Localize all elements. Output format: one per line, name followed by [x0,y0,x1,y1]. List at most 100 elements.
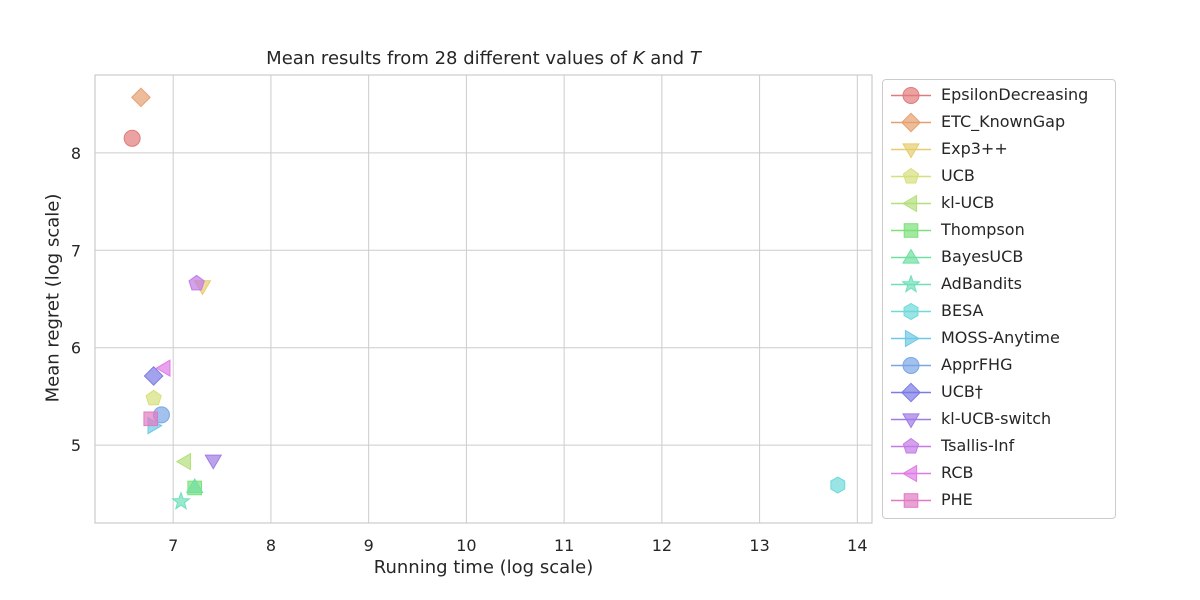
title-prefix: Mean results from 28 different values of [266,48,633,69]
legend-item-rcb: RCB [883,460,1115,487]
x-axis-label: Running time (log scale) [373,557,594,578]
legend-marker-bayesucb [891,248,931,264]
marks-layer [123,87,846,510]
legend-label: kl-UCB-switch [941,409,1052,428]
x-tick-label: 14 [847,536,867,555]
y-tick-label: 7 [71,241,81,260]
legend-item-tsallis-inf: Tsallis-Inf [883,433,1115,460]
legend-symbol [902,464,918,483]
title-and: and [644,48,690,69]
x-tick-label: 12 [652,536,672,555]
title-k: K [632,48,645,69]
legend-item-ucb: UCB† [883,379,1115,406]
legend-item-exp3: Exp3++ [883,136,1115,163]
chart-title: Mean results from 28 different values of… [95,48,872,69]
legend-item-etc-knowngap: ETC_KnownGap [883,109,1115,136]
point-besa [830,476,846,494]
legend-symbol [902,248,920,264]
legend-symbol [902,167,920,184]
point-phe [143,411,159,427]
legend-symbol [902,87,920,104]
point-tsallis-inf [188,274,205,291]
legend-item-epsilondecreasing: EpsilonDecreasing [883,82,1115,109]
x-tick-label: 9 [364,536,374,555]
legend-item-kl-ucb: kl-UCB [883,190,1115,217]
legend-symbol [901,112,921,133]
legend-label: BESA [941,301,984,320]
legend-symbol [903,302,919,321]
x-tick-label: 10 [456,536,476,555]
legend-label: BayesUCB [941,247,1024,266]
legend-label: Thompson [941,220,1025,239]
legend-symbol [901,382,921,403]
point-rcb [155,359,171,378]
legend-item-moss-anytime: MOSS-Anytime [883,325,1115,352]
legend-symbol [902,357,920,374]
legend-marker-apprfhg [891,357,931,374]
title-t: T [689,48,701,69]
legend-symbol [902,194,918,213]
y-tick-label: 8 [71,144,81,163]
x-tick-label: 11 [554,536,574,555]
legend-marker-rcb [891,464,931,483]
legend-item-adbandits: AdBandits [883,271,1115,298]
axes-layer: 7 8 9 10 11 12 13 14 5 6 7 8 [71,74,873,555]
legend-symbol [904,329,920,348]
plot-frame [94,74,873,524]
grid-layer [95,75,872,523]
legend-item-phe: PHE [883,487,1115,514]
legend-label: RCB [941,463,974,482]
legend-label: EpsilonDecreasing [941,85,1089,104]
legend-label: AdBandits [941,274,1022,293]
x-tick-label: 8 [266,536,276,555]
y-tick-label: 5 [71,436,81,455]
legend-item-thompson: Thompson [883,217,1115,244]
legend-item-apprfhg: ApprFHG [883,352,1115,379]
legend-item-kl-ucb-switch: kl-UCB-switch [883,406,1115,433]
legend-symbol [902,413,920,429]
legend-item-ucb: UCB [883,163,1115,190]
legend-symbol [901,274,921,293]
legend-symbol [903,223,919,238]
point-epsilondecreasing [123,129,141,147]
legend-marker-kl-ucb-switch [891,413,931,429]
legend-item-bayesucb: BayesUCB [883,244,1115,271]
legend-label: UCB [941,166,975,185]
x-tick-label: 7 [168,536,178,555]
legend-label: Tsallis-Inf [941,436,1015,455]
legend-label: kl-UCB [941,193,995,212]
legend-marker-besa [891,302,931,321]
legend-symbol [903,493,919,508]
point-adbandits [171,491,191,510]
legend-label: ApprFHG [941,355,1013,374]
legend-marker-moss-anytime [891,329,931,348]
legend-marker-exp3 [891,143,931,159]
legend-marker-thompson [891,223,931,238]
legend-label: MOSS-Anytime [941,328,1060,347]
point-etc-knowngap [131,87,151,108]
legend-label: UCB† [941,382,983,401]
legend-marker-adbandits [891,274,931,293]
legend-label: Exp3++ [941,139,1008,158]
legend-item-besa: BESA [883,298,1115,325]
legend-marker-ucb [891,167,931,184]
point-bayesucb [185,477,204,494]
point-ucb [143,366,164,386]
legend-marker-kl-ucb [891,194,931,213]
y-axis-label: Mean regret (log scale) [42,193,64,403]
legend-marker-etc-knowngap [891,112,931,133]
legend-label: PHE [941,490,973,509]
point-ucb [145,389,162,406]
point-kl-ucb-switch [204,454,223,470]
legend: EpsilonDecreasing ETC_KnownGap Exp3++ UCB kl… [882,79,1116,519]
legend-symbol [902,143,920,159]
y-tick-label: 6 [71,339,81,358]
legend-marker-epsilondecreasing [891,87,931,104]
x-tick-label: 13 [749,536,769,555]
point-kl-ucb [175,452,192,471]
legend-label: ETC_KnownGap [941,112,1066,131]
legend-marker-tsallis-inf [891,437,931,454]
legend-symbol [902,437,920,454]
